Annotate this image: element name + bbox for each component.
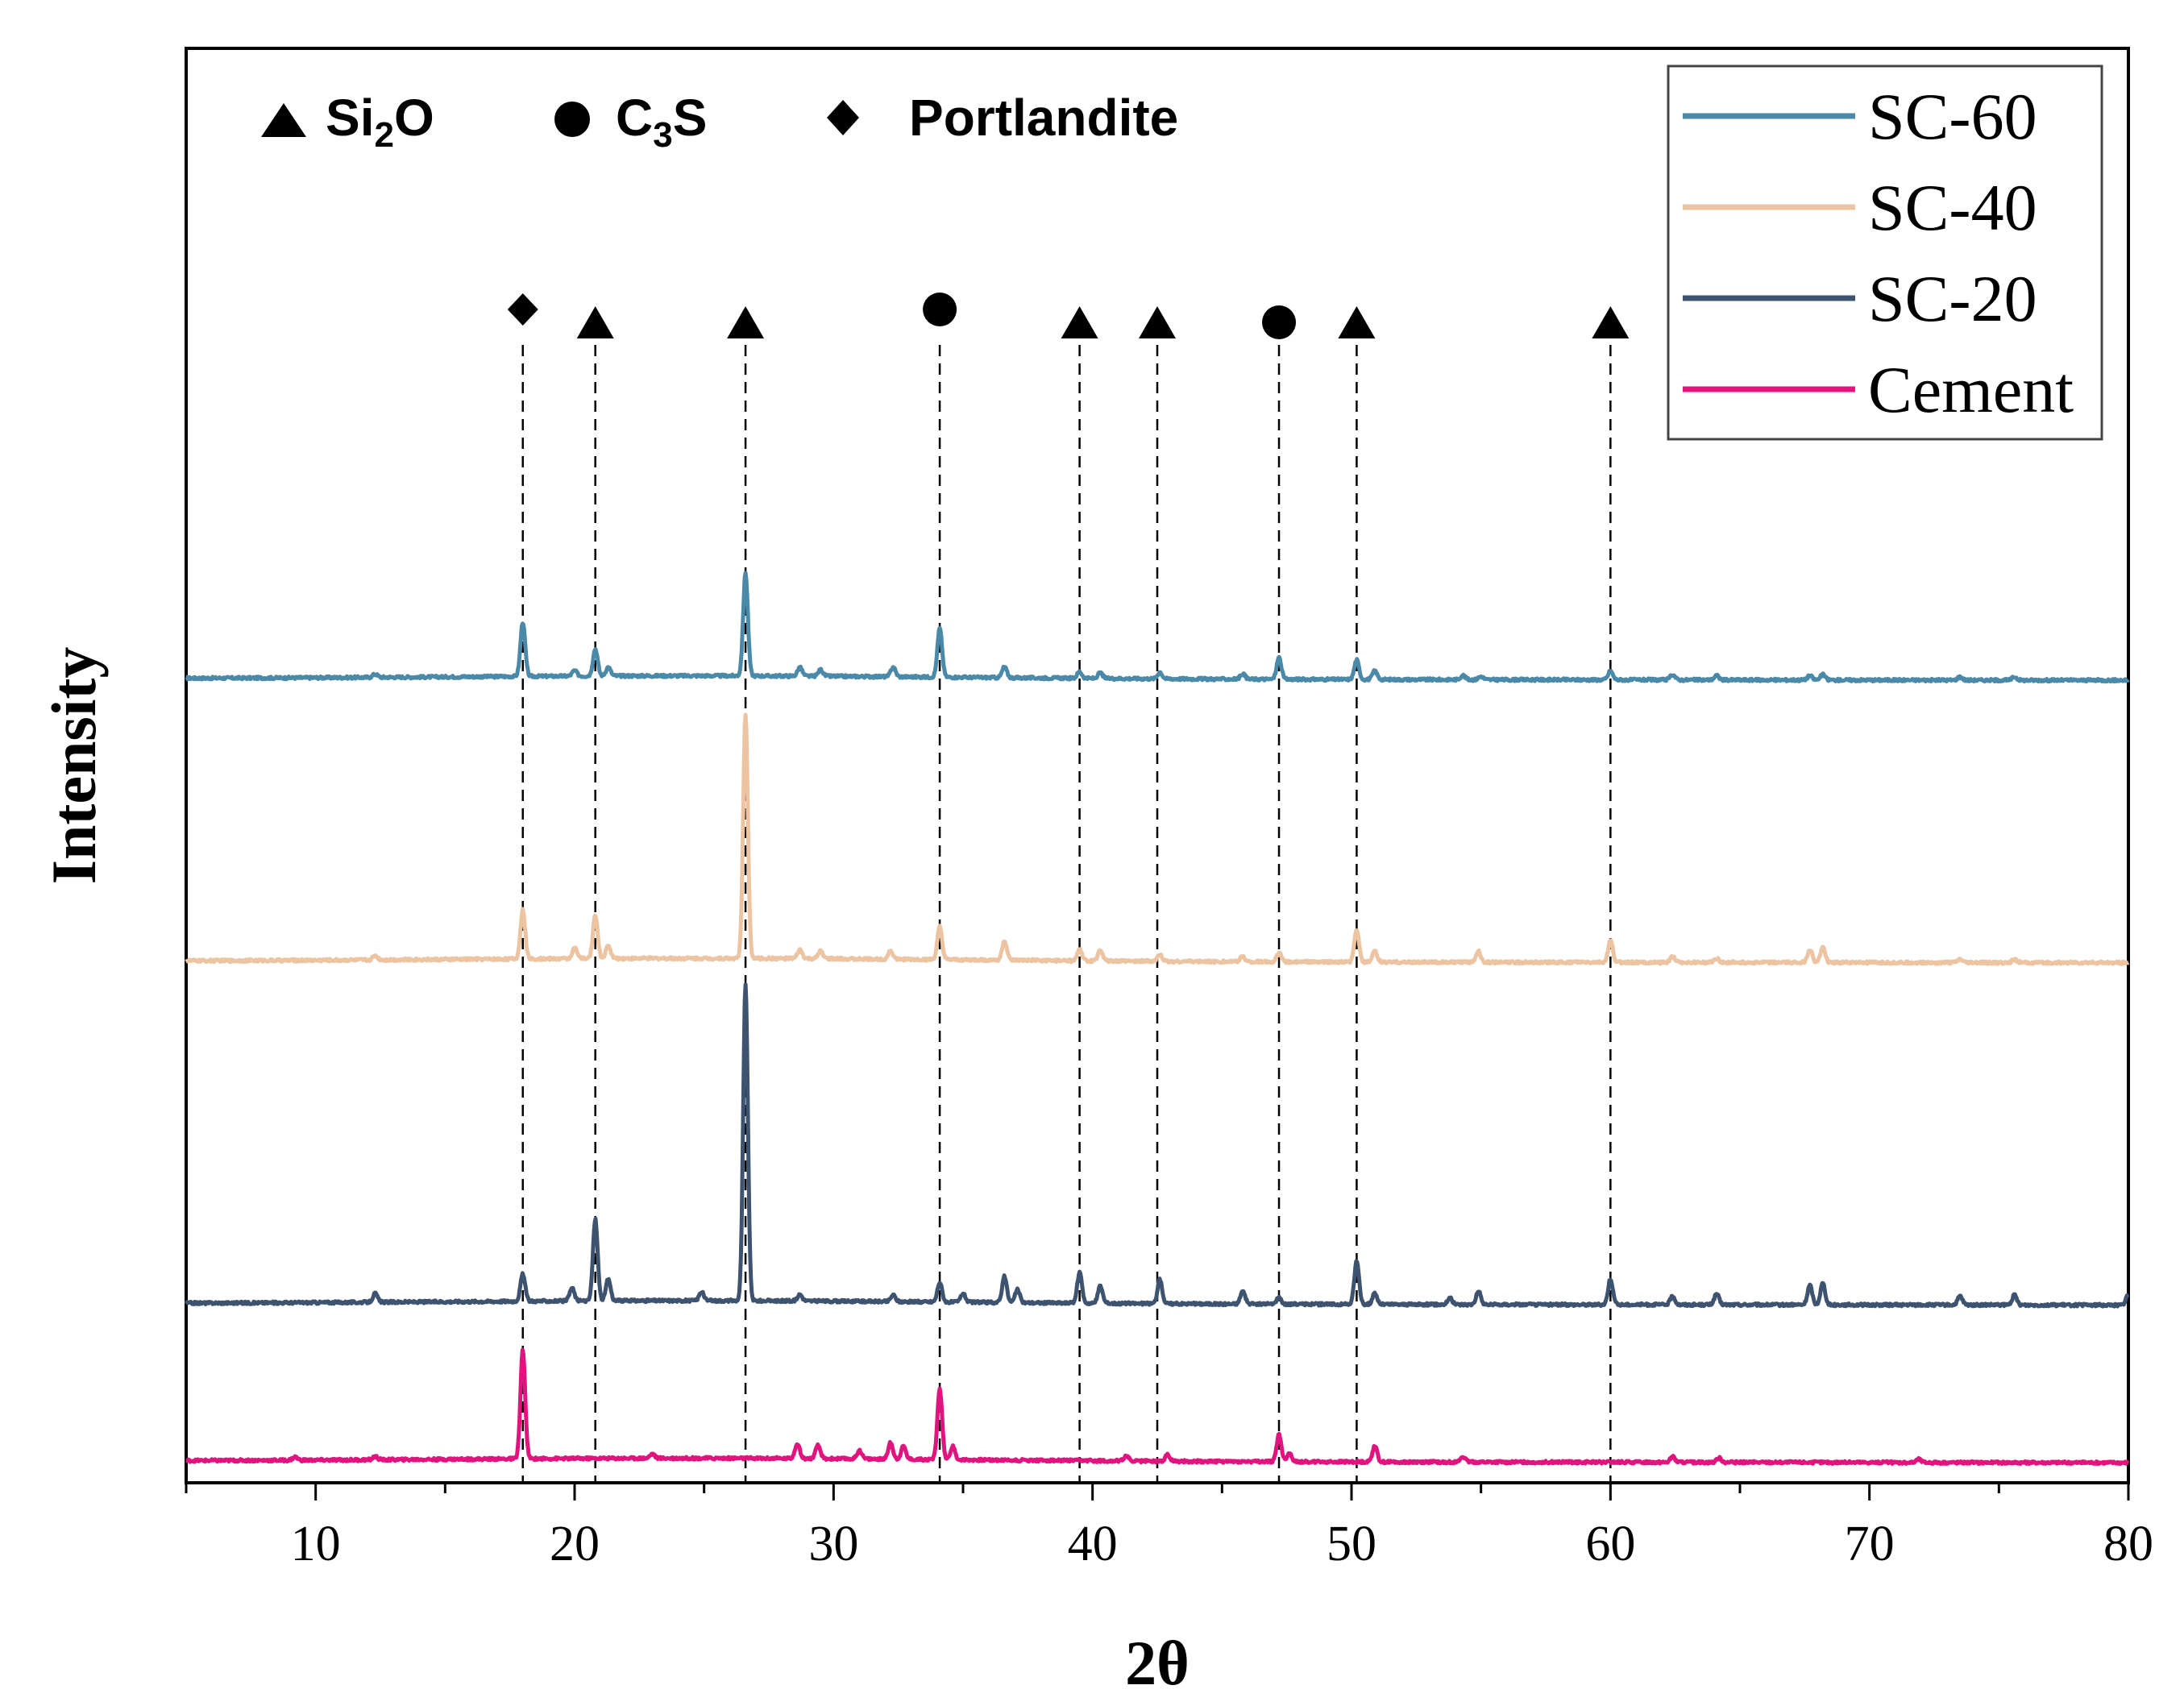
series-line-cement (185, 1347, 2130, 1467)
legend-label-sc20: SC-20 (1868, 262, 2037, 335)
phase-key: Si2O C3S Portlandite (261, 89, 1178, 155)
phase-marker-triangle-2 (727, 306, 765, 338)
phase-marker-triangle-7 (1338, 306, 1376, 338)
x-tick-label-70: 70 (1845, 1517, 1895, 1571)
x-axis-ticks (185, 1483, 2130, 1501)
circle-key-icon (554, 102, 590, 137)
series-line-sc-40 (185, 712, 2130, 966)
phase-key-c3s-subscript: 3 (653, 115, 672, 155)
phase-marker-triangle-8 (1592, 306, 1630, 338)
x-axis-label: 2θ (1125, 1628, 1190, 1698)
phase-key-si2o: Si2O (326, 89, 434, 155)
phase-marker-circle-6 (1262, 305, 1297, 339)
legend-label-sc60: SC-60 (1868, 80, 2037, 153)
phase-key-si2o-subscript: 2 (374, 115, 393, 155)
legend-label-cement: Cement (1868, 353, 2074, 426)
phase-key-c3s-label: C (616, 89, 653, 147)
phase-key-c3s-suffix: S (673, 89, 708, 147)
phase-key-c3s: C3S (616, 89, 707, 155)
triangle-key-icon (261, 103, 306, 137)
x-tick-label-80: 80 (2103, 1517, 2153, 1571)
x-tick-label-20: 20 (550, 1517, 600, 1571)
phase-marker-triangle-1 (576, 306, 614, 338)
x-tick-label-40: 40 (1068, 1517, 1118, 1571)
phase-key-si2o-label: Si (326, 89, 374, 147)
phase-key-si2o-suffix: O (394, 89, 434, 147)
x-tick-label-60: 60 (1585, 1517, 1635, 1571)
legend: SC-60 SC-40 SC-20 Cement (1667, 64, 2103, 441)
legend-box (1667, 64, 2103, 441)
x-tick-label-30: 30 (808, 1517, 858, 1571)
diamond-key-icon (827, 100, 859, 135)
phase-marker-triangle-5 (1139, 306, 1176, 338)
series-line-sc-20 (184, 982, 2130, 1309)
series-line-sc-60 (185, 571, 2130, 684)
phase-key-portlandite: Portlandite (909, 89, 1178, 147)
phase-reference-lines (521, 345, 1612, 1483)
phase-marker-triangle-4 (1061, 306, 1098, 338)
x-tick-label-50: 50 (1327, 1517, 1376, 1571)
series-lines (184, 571, 2130, 1467)
phase-marker-circle-3 (923, 293, 957, 326)
legend-label-sc40: SC-40 (1868, 171, 2037, 244)
phase-markers (507, 293, 1630, 339)
x-tick-label-10: 10 (291, 1517, 341, 1571)
x-axis-tick-labels: 10 20 30 40 50 60 70 80 (291, 1517, 2153, 1571)
y-axis-label: Intensity (39, 647, 109, 885)
phase-marker-diamond-0 (507, 293, 538, 326)
